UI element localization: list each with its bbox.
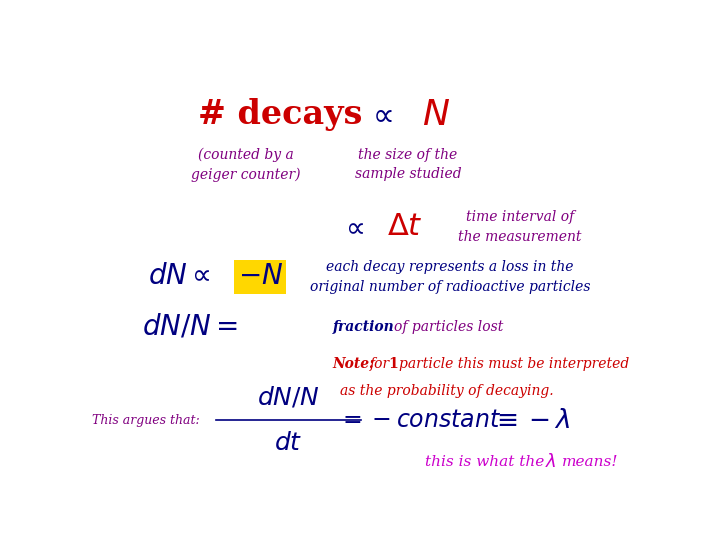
Text: means!: means! xyxy=(562,455,618,469)
Text: Note:: Note: xyxy=(333,357,375,371)
Text: of particles lost: of particles lost xyxy=(394,320,503,334)
Text: $= -constant$: $= -constant$ xyxy=(338,409,501,432)
Text: fraction: fraction xyxy=(333,320,395,334)
Text: particle this must be interpreted: particle this must be interpreted xyxy=(399,357,629,371)
Text: $\propto$: $\propto$ xyxy=(367,100,393,129)
Text: $dN/N =$: $dN/N =$ xyxy=(143,313,238,341)
Text: the size of the
sample studied: the size of the sample studied xyxy=(355,148,462,181)
Text: $N$: $N$ xyxy=(422,98,450,132)
Text: this is what the: this is what the xyxy=(425,455,544,469)
Text: $\lambda$: $\lambda$ xyxy=(545,453,557,471)
Text: $dN \propto$: $dN \propto$ xyxy=(148,264,210,291)
Text: as the probability of decaying.: as the probability of decaying. xyxy=(341,384,554,398)
Text: for: for xyxy=(370,357,390,371)
Text: $dt$: $dt$ xyxy=(274,431,302,455)
Text: # decays: # decays xyxy=(197,98,362,131)
Text: time interval of
the measurement: time interval of the measurement xyxy=(458,210,582,244)
Text: $-N$: $-N$ xyxy=(238,264,283,291)
Text: $\equiv -\lambda$: $\equiv -\lambda$ xyxy=(491,408,571,433)
Text: This argues that:: This argues that: xyxy=(92,414,199,427)
Text: 1: 1 xyxy=(388,357,397,371)
Text: (counted by a
geiger counter): (counted by a geiger counter) xyxy=(192,147,301,182)
Text: $dN/N$: $dN/N$ xyxy=(256,385,320,410)
Text: $\propto$: $\propto$ xyxy=(340,213,364,241)
Text: each decay represents a loss in the
original number of radioactive particles: each decay represents a loss in the orig… xyxy=(310,260,590,294)
Text: $\Delta t$: $\Delta t$ xyxy=(387,212,423,242)
